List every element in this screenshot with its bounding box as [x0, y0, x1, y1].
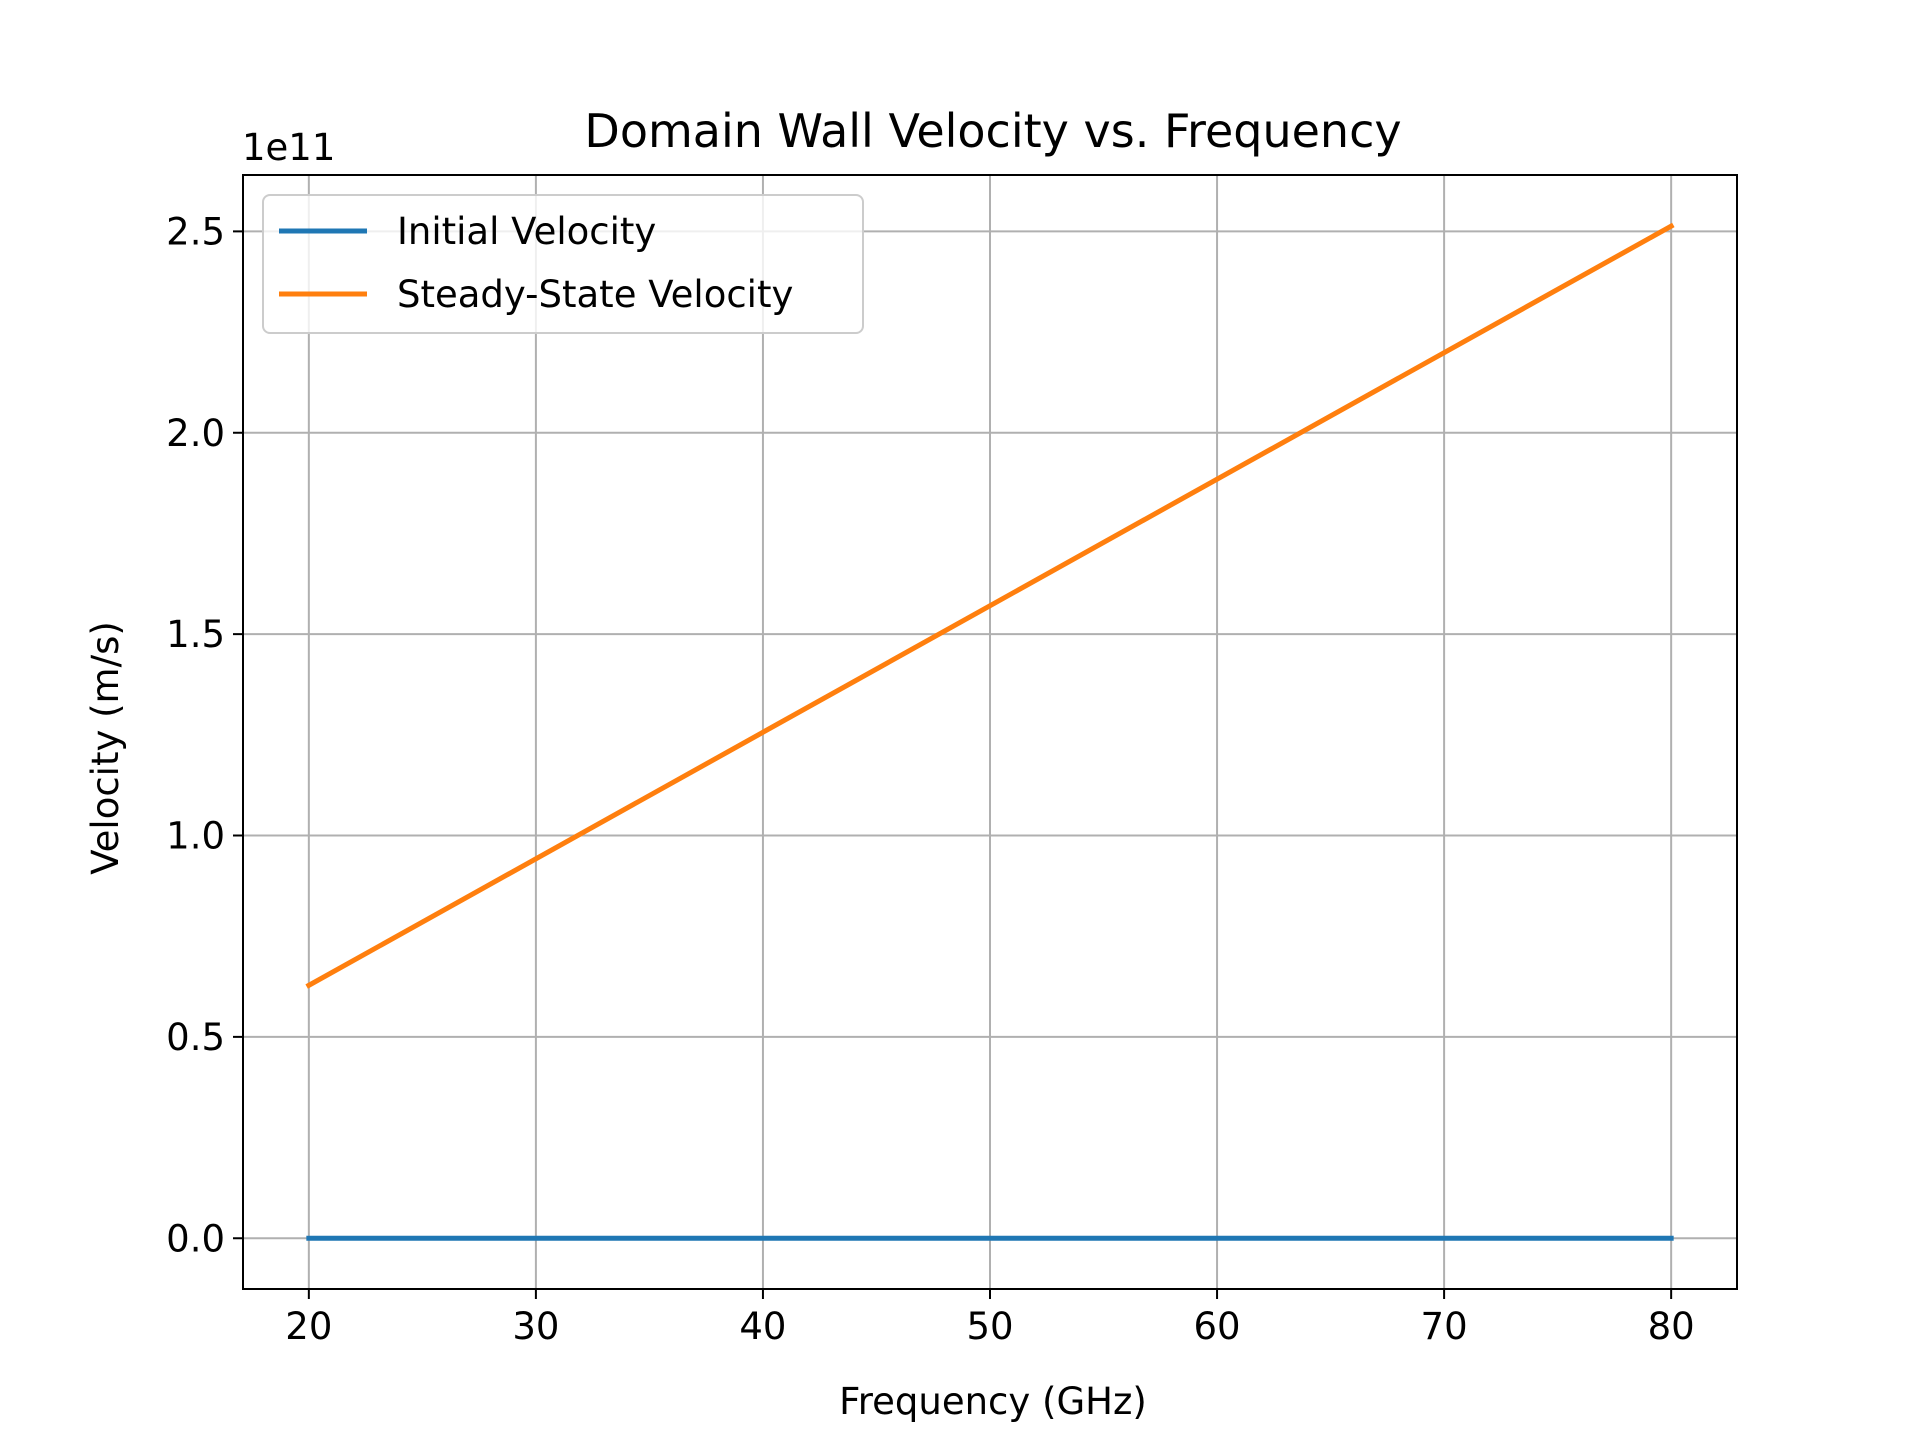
legend-box: [262, 194, 864, 334]
legend-label: Initial Velocity: [397, 210, 656, 253]
y-tick-label: 2.0: [166, 412, 225, 455]
legend-label: Steady-State Velocity: [397, 273, 793, 316]
x-tick-label: 80: [1648, 1305, 1695, 1348]
x-tick-label: 50: [966, 1305, 1013, 1348]
x-axis-label: Frequency (GHz): [839, 1380, 1147, 1423]
x-tick-label: 40: [739, 1305, 786, 1348]
x-tick-label: 60: [1194, 1305, 1241, 1348]
series-line-2: [305, 222, 1675, 989]
legend: Initial Velocity Steady-State Velocity: [262, 194, 864, 334]
y-axis-label: Velocity (m/s): [84, 621, 127, 875]
y-tick-label: 0.0: [166, 1217, 225, 1260]
y-tick-label: 2.5: [166, 210, 225, 253]
x-tick-label: 70: [1421, 1305, 1468, 1348]
y-axis-scale-label: 1e11: [242, 126, 335, 169]
chart-title: Domain Wall Velocity vs. Frequency: [584, 104, 1401, 158]
x-tick-label: 30: [512, 1305, 559, 1348]
x-tick-label: 20: [285, 1305, 332, 1348]
y-tick-label: 1.0: [166, 815, 225, 858]
y-tick-label: 0.5: [166, 1016, 225, 1059]
y-tick-label: 1.5: [166, 613, 225, 656]
ticks: 20 30 40 50 60 70 80 0.0 0.5 1.0 1.5 2.0 2.5: [166, 210, 1695, 1348]
series-layer: [305, 222, 1675, 1241]
